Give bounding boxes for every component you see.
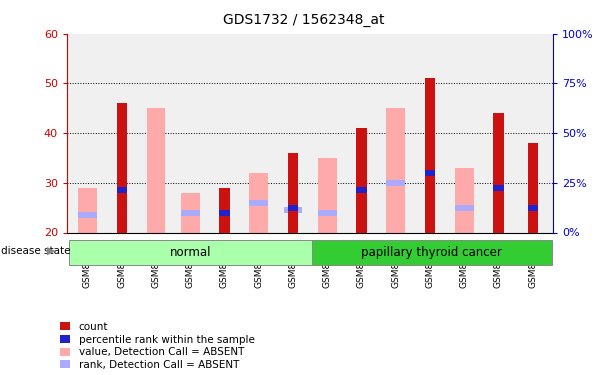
Bar <box>386 108 405 232</box>
Bar <box>318 210 337 216</box>
Bar <box>318 158 337 232</box>
Bar <box>425 78 435 232</box>
Bar <box>493 113 503 232</box>
Bar <box>147 108 165 232</box>
Bar <box>219 210 230 216</box>
Bar <box>78 188 97 232</box>
Text: GDS1732 / 1562348_at: GDS1732 / 1562348_at <box>223 13 385 27</box>
Text: ▶: ▶ <box>47 246 56 255</box>
Text: papillary thyroid cancer: papillary thyroid cancer <box>361 246 502 259</box>
Bar <box>288 153 298 232</box>
Bar <box>455 168 474 232</box>
Bar <box>249 173 268 232</box>
Bar <box>493 185 503 191</box>
Bar <box>356 187 367 193</box>
Bar <box>528 143 538 232</box>
Bar <box>356 128 367 232</box>
Bar <box>283 207 302 213</box>
Bar <box>219 188 230 232</box>
Bar <box>181 210 199 216</box>
Bar <box>78 212 97 218</box>
Bar <box>181 193 199 232</box>
Text: normal: normal <box>170 246 211 259</box>
Bar <box>528 205 538 211</box>
Bar <box>386 180 405 186</box>
Bar <box>425 170 435 176</box>
Bar <box>249 200 268 206</box>
Text: disease state: disease state <box>1 246 71 255</box>
Bar <box>312 240 551 265</box>
Bar <box>69 240 312 265</box>
Bar <box>117 187 127 193</box>
Bar <box>455 205 474 211</box>
Bar <box>288 205 298 211</box>
Legend: count, percentile rank within the sample, value, Detection Call = ABSENT, rank, : count, percentile rank within the sample… <box>60 322 255 370</box>
Bar <box>117 104 127 232</box>
